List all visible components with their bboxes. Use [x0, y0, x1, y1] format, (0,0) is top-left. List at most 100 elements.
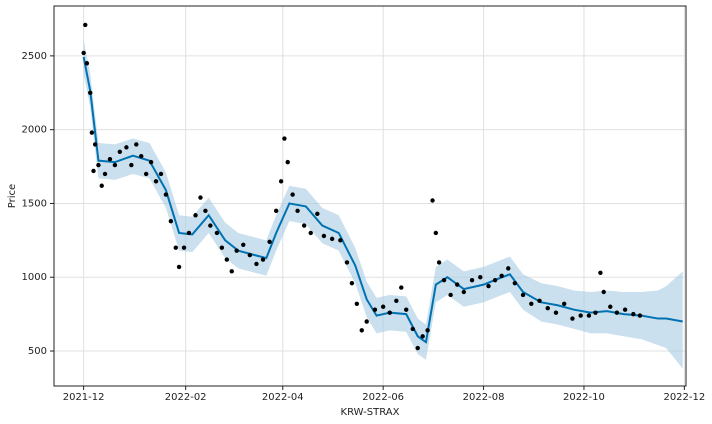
data-point: [344, 260, 350, 265]
data-point: [512, 280, 518, 286]
x-tick-label: 2022-06: [362, 392, 404, 403]
data-point: [461, 289, 467, 295]
data-point: [173, 245, 178, 250]
x-tick-label: 2022-10: [563, 392, 605, 403]
data-point: [394, 298, 399, 304]
data-point: [425, 328, 430, 333]
data-point: [329, 236, 335, 242]
data-point: [404, 307, 409, 312]
data-point: [372, 307, 378, 312]
data-point: [260, 257, 266, 262]
data-point: [420, 334, 425, 339]
data-point: [134, 142, 139, 147]
data-point: [415, 345, 420, 351]
data-point: [198, 195, 203, 200]
data-point: [234, 248, 239, 253]
x-tick-label: 2022-12: [663, 392, 705, 403]
data-point: [637, 313, 643, 318]
data-point: [203, 208, 208, 214]
data-point: [282, 136, 287, 141]
y-axis-label: Price: [7, 184, 18, 208]
data-point: [278, 179, 284, 184]
data-point: [229, 269, 234, 274]
y-tick-label: 500: [28, 346, 47, 357]
data-point: [387, 310, 392, 315]
data-point: [349, 280, 355, 286]
data-point: [492, 277, 498, 283]
data-point: [321, 233, 327, 239]
data-point: [570, 316, 575, 321]
data-point: [315, 211, 320, 216]
data-point: [364, 319, 369, 324]
data-point: [430, 198, 435, 203]
data-point: [143, 171, 149, 177]
data-point: [586, 313, 592, 318]
data-point: [520, 292, 526, 298]
data-point: [241, 242, 246, 247]
data-point: [529, 301, 534, 307]
data-point: [84, 61, 90, 66]
data-point: [593, 310, 598, 315]
data-point: [193, 213, 198, 218]
data-point: [148, 159, 154, 165]
data-point: [562, 301, 567, 307]
data-point: [124, 145, 129, 150]
data-point: [247, 252, 253, 258]
data-point: [499, 273, 504, 278]
data-point: [96, 162, 101, 168]
data-point: [89, 130, 95, 135]
x-tick-label: 2022-08: [463, 392, 505, 403]
data-point: [506, 266, 511, 271]
data-point: [81, 50, 86, 56]
data-point: [436, 260, 442, 265]
x-tick-label: 2022-04: [262, 392, 304, 403]
data-point: [290, 192, 295, 197]
data-point: [608, 304, 613, 309]
data-point: [537, 298, 542, 304]
data-point: [545, 306, 550, 311]
data-point: [469, 277, 475, 283]
data-point: [308, 230, 313, 236]
y-tick-label: 2500: [22, 51, 47, 62]
data-point: [129, 162, 134, 168]
x-tick-label: 2022-02: [165, 392, 207, 403]
data-point: [99, 183, 104, 188]
data-point: [92, 142, 98, 147]
data-point: [88, 90, 93, 95]
data-point: [107, 156, 113, 162]
data-point: [102, 171, 108, 177]
data-point: [359, 328, 364, 333]
data-point: [354, 301, 360, 307]
data-point: [214, 230, 220, 236]
x-tick-label: 2021-12: [63, 392, 105, 403]
data-point: [301, 223, 307, 228]
y-tick-label: 1000: [22, 272, 47, 283]
data-point: [399, 285, 404, 290]
plot-frame: [53, 5, 687, 387]
data-point: [578, 313, 583, 318]
data-point: [117, 149, 123, 155]
y-tick-label: 2000: [22, 125, 47, 136]
data-point: [273, 208, 279, 214]
data-point: [208, 223, 213, 228]
data-point: [622, 307, 628, 312]
data-point: [553, 310, 559, 315]
data-point: [153, 179, 159, 184]
data-point: [380, 304, 386, 309]
data-point: [295, 208, 300, 214]
data-point: [338, 238, 343, 243]
data-point: [158, 171, 164, 177]
data-point: [285, 159, 290, 165]
data-point: [614, 310, 620, 315]
data-point: [486, 283, 491, 289]
data-point: [112, 162, 118, 168]
data-point: [267, 239, 272, 245]
data-point: [410, 326, 415, 332]
forecast-line: [82, 56, 683, 344]
data-point: [631, 311, 636, 317]
data-point: [219, 245, 225, 250]
data-point: [601, 289, 606, 295]
data-point: [254, 261, 259, 267]
data-point: [91, 168, 96, 174]
data-point: [176, 264, 182, 270]
